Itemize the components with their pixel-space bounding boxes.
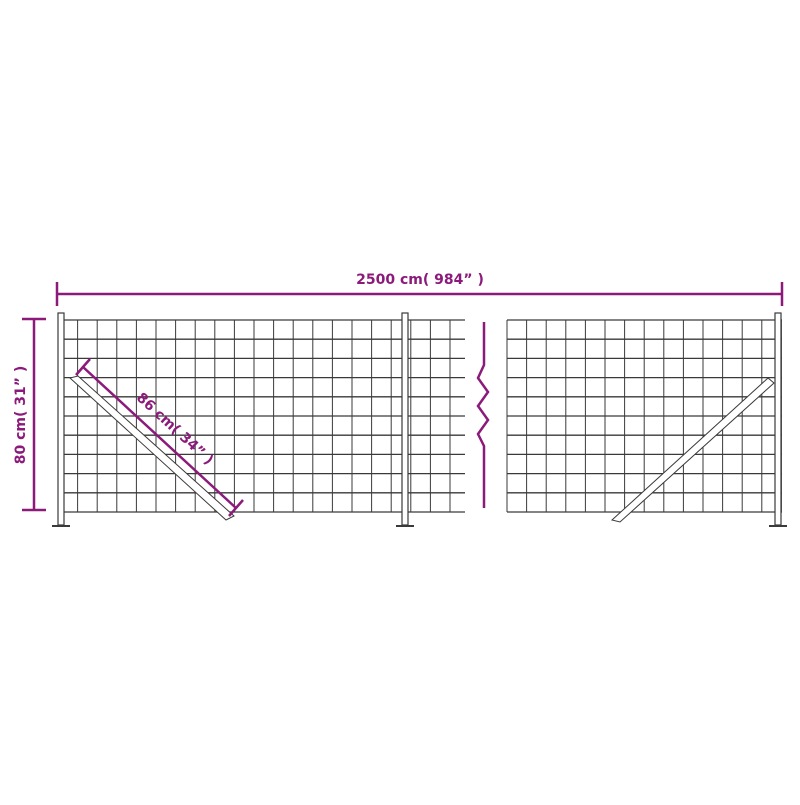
brace-dimension	[75, 358, 244, 517]
fence-post	[57, 312, 65, 526]
brace-label: 86 cm( 34” )	[133, 390, 216, 468]
length-dimension	[55, 282, 784, 306]
height-label: 80 cm( 31” )	[13, 366, 29, 464]
support-brace	[68, 375, 235, 521]
height-dimension	[22, 317, 46, 512]
zigzag-break-icon	[476, 322, 490, 508]
fence-post	[774, 312, 782, 526]
fence-post	[401, 312, 409, 526]
support-brace	[610, 377, 775, 523]
fence-drawing	[52, 312, 787, 527]
length-label: 2500 cm( 984” )	[356, 272, 484, 288]
